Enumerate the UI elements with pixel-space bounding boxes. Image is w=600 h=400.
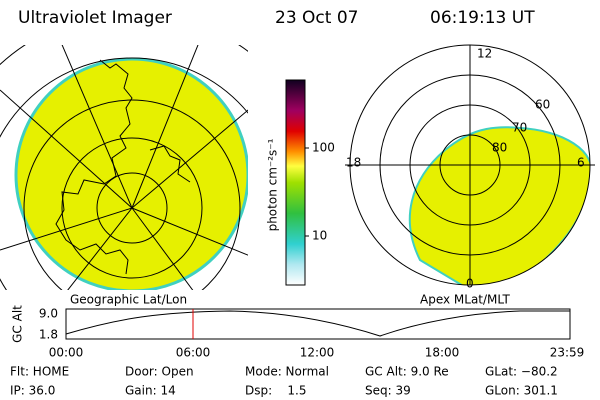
info-field: GLon: 301.1 [485, 384, 558, 398]
info-field: GC Alt: 9.0 Re [365, 365, 449, 379]
title: Ultraviolet Imager [18, 8, 172, 28]
caption: Geographic Lat/Lon [70, 293, 187, 307]
colorbar-label: photon cm⁻²s⁻¹ [266, 138, 280, 231]
y-tick-label: 1.8 [39, 328, 58, 342]
info-panel: Flt: HOME Door: Open Mode: Normal GC Alt: 9… [10, 365, 558, 398]
polar-label: 18 [346, 156, 361, 170]
x-tick-label: 23:59 [550, 346, 585, 360]
polar-plot: 12 18 6 0 80 70 60 [345, 44, 595, 291]
x-tick-label: 12:00 [300, 346, 335, 360]
polar-label: 0 [466, 277, 474, 291]
polar-label: 6 [577, 156, 585, 170]
ring-label: 60 [535, 98, 550, 112]
date: 23 Oct 07 [275, 8, 358, 28]
y-tick-label: 9.0 [39, 307, 58, 321]
alt-plot: GC Alt 9.0 1.8 00:00 06:00 12:00 18:00 2… [11, 305, 585, 360]
ring-label: 70 [512, 121, 527, 135]
info-field: Dsp: 1.5 [245, 384, 307, 398]
colorbar-tick: 100 [312, 141, 335, 155]
info-field: Door: Open [125, 365, 194, 379]
geo-map [0, 45, 248, 290]
x-tick-label: 06:00 [176, 346, 211, 360]
axis-label: GC Alt [11, 305, 25, 343]
x-tick-label: 00:00 [49, 346, 84, 360]
caption: Apex MLat/MLT [420, 293, 510, 307]
colorbar-tick: 10 [312, 229, 327, 243]
time: 06:19:13 UT [430, 8, 535, 28]
polar-label: 12 [477, 47, 492, 61]
info-field: Flt: HOME [10, 365, 69, 379]
info-field: Gain: 14 [125, 384, 176, 398]
info-field: Mode: Normal [245, 365, 329, 379]
ring-label: 80 [492, 141, 507, 155]
info-field: IP: 36.0 [10, 384, 55, 398]
colorbar [285, 79, 306, 286]
x-tick-label: 18:00 [425, 346, 460, 360]
info-field: Seq: 39 [365, 384, 411, 398]
info-field: GLat: −80.2 [485, 365, 558, 379]
